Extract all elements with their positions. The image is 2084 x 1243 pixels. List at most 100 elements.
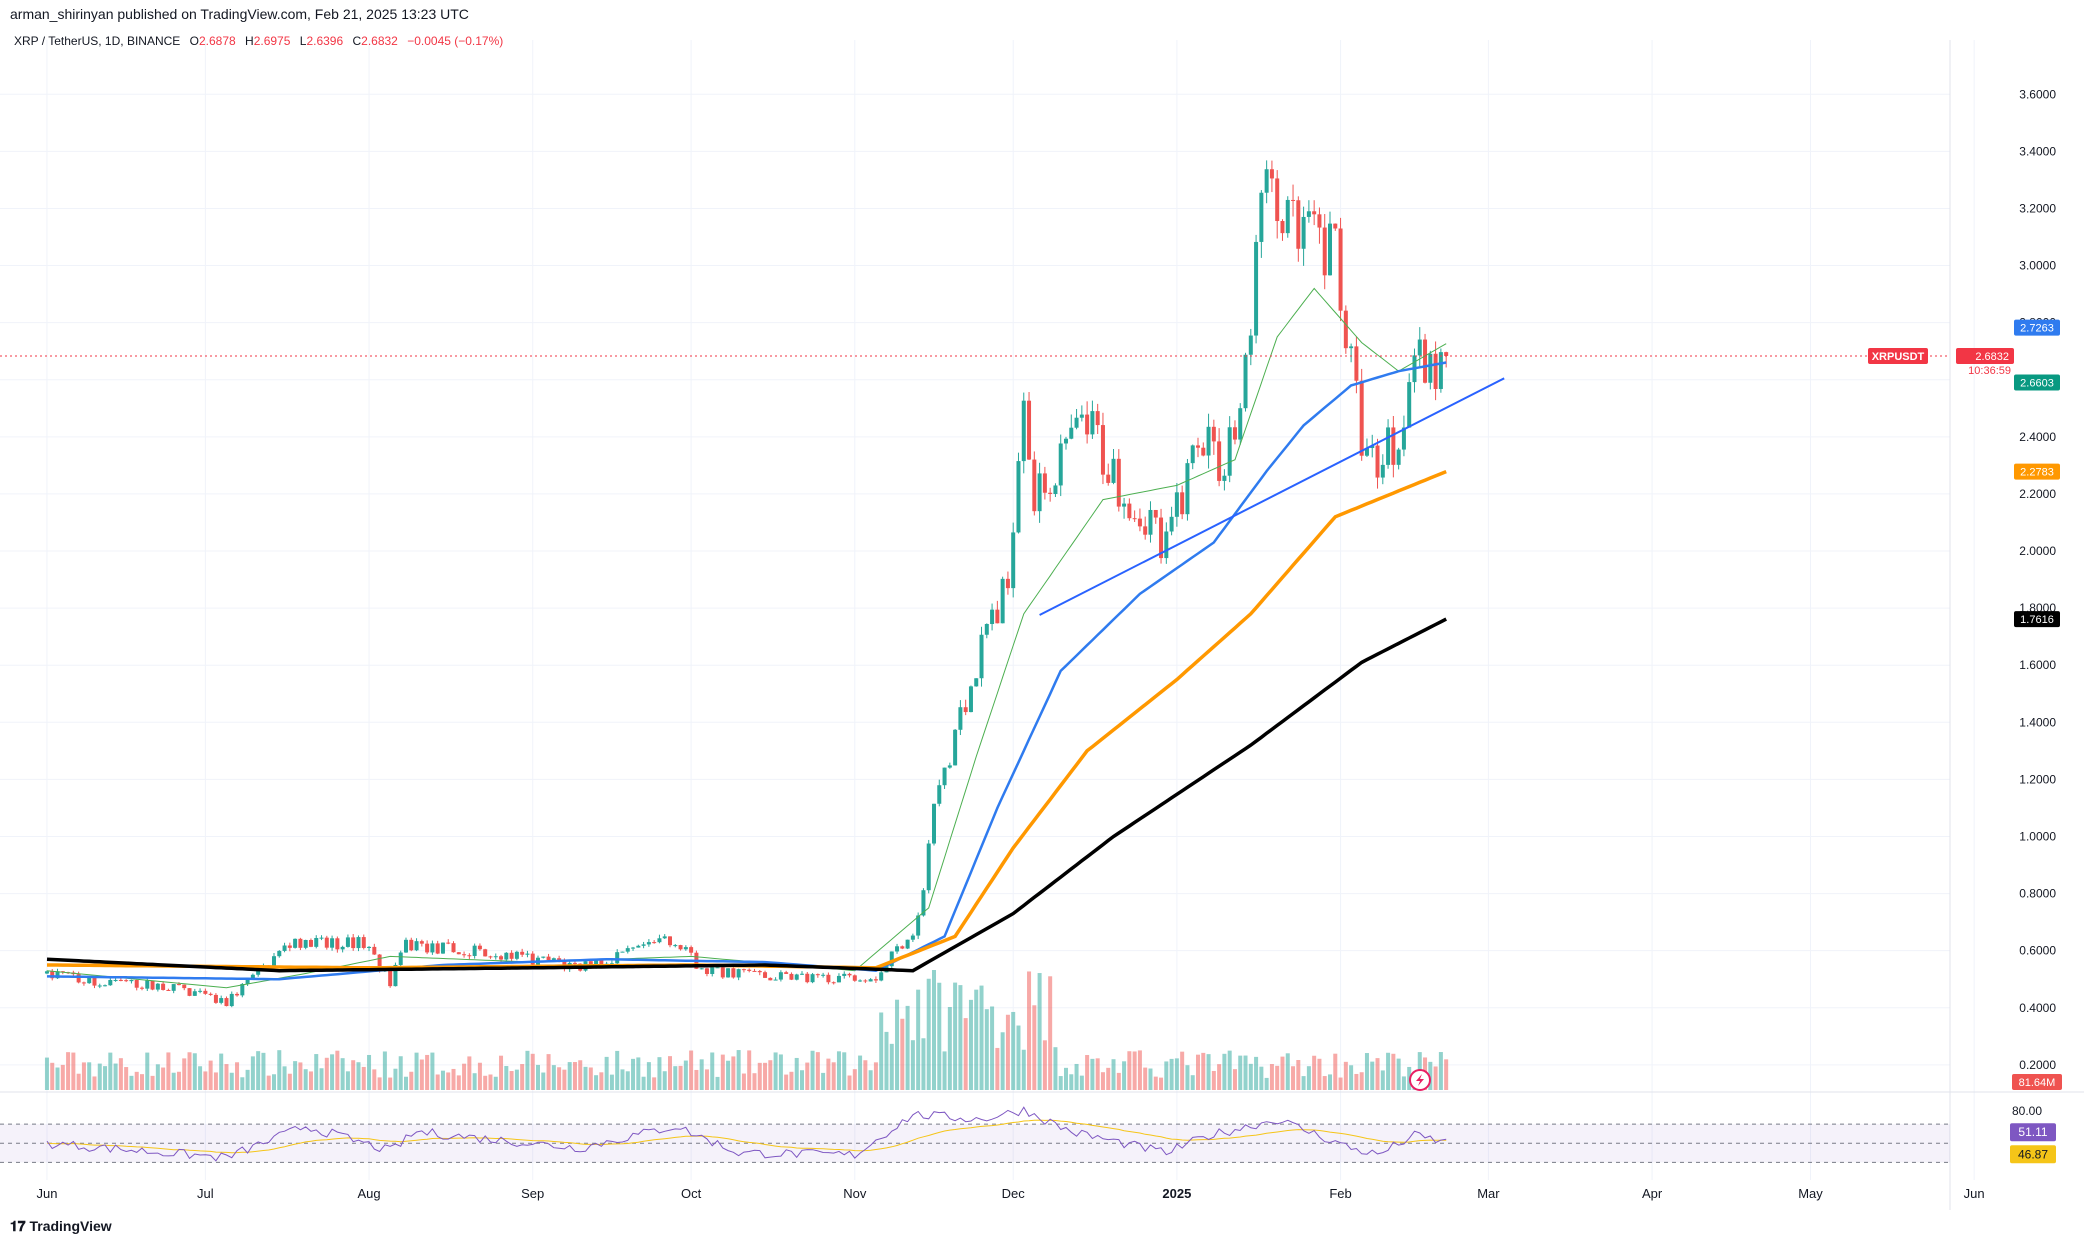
volume-bar xyxy=(87,1062,92,1090)
candle-body xyxy=(1232,427,1237,440)
candle-body xyxy=(673,945,678,947)
candle-body xyxy=(646,942,651,945)
volume-bar xyxy=(1444,1059,1449,1090)
volume-bar xyxy=(815,1052,820,1090)
x-tick-label: 2025 xyxy=(1162,1186,1191,1201)
volume-bar xyxy=(821,1072,826,1090)
volume-bar xyxy=(868,1070,873,1090)
volume-bar xyxy=(1285,1053,1290,1090)
volume-bar xyxy=(1243,1055,1248,1090)
volume-bar xyxy=(382,1051,387,1090)
candle-body xyxy=(678,945,683,950)
volume-bar xyxy=(668,1056,672,1090)
volume-bar xyxy=(636,1057,641,1090)
volume-bar xyxy=(161,1067,166,1090)
volume-bar xyxy=(1116,1072,1121,1090)
candle-body xyxy=(140,987,144,989)
candle-body xyxy=(118,979,123,981)
candle-body xyxy=(198,990,203,992)
volume-bar xyxy=(963,1018,968,1090)
volume-bar xyxy=(847,1075,852,1090)
volume-bar xyxy=(155,1064,160,1090)
price-labels: 2.7263 2.6832 10:36:59 XRPUSDT 2.6603 2.2783 1… xyxy=(1868,319,2062,1090)
volume-bar xyxy=(536,1064,540,1090)
volume-bar xyxy=(118,1058,123,1090)
volume-bar xyxy=(1380,1070,1385,1090)
candle-body xyxy=(826,974,831,983)
volume-bar xyxy=(757,1062,762,1090)
price-badge xyxy=(2014,374,2060,391)
lightning-icon[interactable] xyxy=(1409,1069,1431,1091)
candle-body xyxy=(208,993,213,995)
candle-body xyxy=(963,707,968,713)
volume-bar xyxy=(1137,1050,1142,1090)
candle-body xyxy=(1127,503,1132,519)
volume-bar xyxy=(1190,1075,1195,1090)
volume-badge-text: 81.64M xyxy=(2019,1077,2056,1089)
volume-bar xyxy=(103,1066,108,1090)
volume-bar xyxy=(1349,1065,1354,1090)
volume-bar xyxy=(1296,1060,1301,1090)
candle-body xyxy=(240,984,245,996)
grid xyxy=(0,40,2084,1210)
volume-bar xyxy=(1259,1066,1264,1090)
volume-bar xyxy=(715,1076,720,1090)
volume-bar xyxy=(974,989,979,1090)
candle-body xyxy=(1016,461,1021,533)
volume-bar xyxy=(810,1050,815,1090)
volume-bar xyxy=(224,1064,229,1090)
volume-bar xyxy=(752,1073,757,1090)
volume-bar xyxy=(1254,1056,1259,1090)
volume-bar xyxy=(1005,1014,1010,1090)
candle-body xyxy=(1433,353,1438,389)
volume-bar xyxy=(1127,1051,1132,1090)
volume-bar xyxy=(831,1062,836,1090)
volume-bar xyxy=(1291,1066,1296,1090)
candle-body xyxy=(1248,335,1253,355)
volume-bar xyxy=(699,1059,704,1090)
candle-body xyxy=(129,979,134,982)
y-tick-label: 0.8000 xyxy=(2019,887,2056,901)
volume-bar xyxy=(1433,1066,1438,1090)
volume-bar xyxy=(763,1062,768,1090)
volume-bar xyxy=(1364,1053,1369,1090)
high-value: 2.6975 xyxy=(253,34,291,48)
tradingview-logo[interactable]: 𝟏𝟕 TradingView xyxy=(10,1218,112,1235)
time-axis[interactable]: Jun Jul Aug Sep Oct Nov Dec 2025 Feb Mar Apr May Jun xyxy=(36,1186,1984,1201)
candle-body xyxy=(641,944,646,946)
volume-bar xyxy=(1032,1005,1037,1090)
volume-bar xyxy=(726,1060,731,1090)
candle-body xyxy=(805,973,810,983)
candle-body xyxy=(1444,352,1449,356)
candle-body xyxy=(852,975,857,981)
candle-body xyxy=(1359,380,1364,456)
volume-bar xyxy=(71,1052,76,1090)
volume-bar xyxy=(129,1075,134,1090)
price-axis[interactable]: 3.60003.40003.20003.00002.80002.60002.40… xyxy=(2019,87,2056,1072)
candle-body xyxy=(229,993,234,1007)
volume-bar xyxy=(488,1074,493,1090)
volume-bar xyxy=(1042,1040,1047,1090)
volume-bar xyxy=(76,1073,81,1090)
volume-bar xyxy=(1401,1076,1406,1090)
candle-body xyxy=(974,678,979,687)
candle-body xyxy=(76,974,81,983)
volume-bar xyxy=(1280,1056,1285,1090)
publisher-header: arman_shirinyan published on TradingView… xyxy=(10,6,469,22)
candle-body xyxy=(1048,492,1053,494)
symbol-name[interactable]: XRP / TetherUS, 1D, BINANCE xyxy=(14,34,181,48)
volume-badge xyxy=(2012,1074,2062,1090)
candle-body xyxy=(87,976,92,984)
candle-body xyxy=(879,972,884,981)
volume-bar xyxy=(324,1057,329,1090)
volume-bar xyxy=(858,1055,863,1090)
candle-body xyxy=(108,979,113,986)
candle-body xyxy=(773,979,778,981)
price-badge-text: 1.7616 xyxy=(2020,614,2054,626)
volume-bar xyxy=(303,1069,308,1090)
volume-bar xyxy=(842,1052,847,1090)
candle-body xyxy=(1005,578,1010,589)
candle-body xyxy=(620,951,625,953)
rsi-pane: 80.00 51.11 46.87 xyxy=(0,1104,2056,1164)
